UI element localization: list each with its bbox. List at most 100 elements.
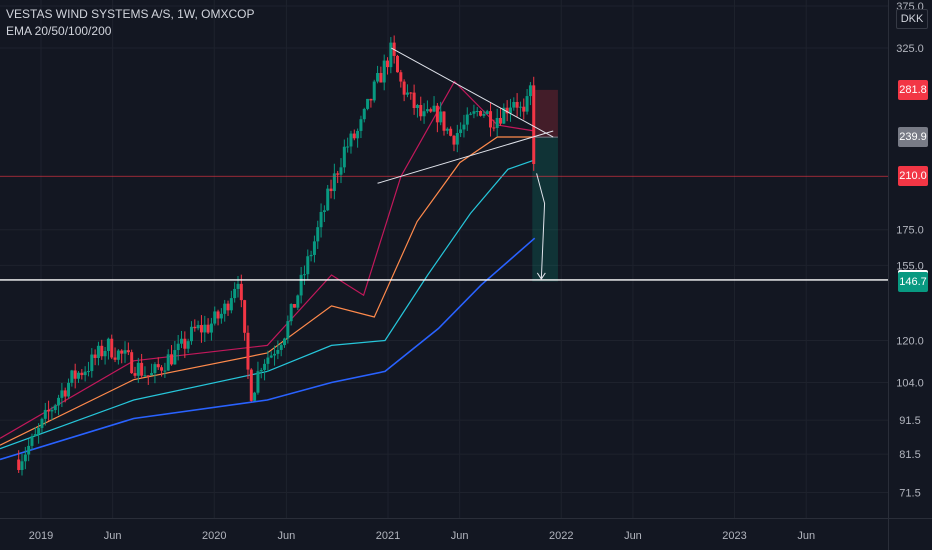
candle-body xyxy=(492,127,496,129)
candle-body xyxy=(23,454,27,462)
candle-body xyxy=(199,325,203,333)
ema-line-ema100 xyxy=(0,159,535,450)
candle-body xyxy=(143,375,147,377)
candle-body xyxy=(67,382,71,397)
currency-label[interactable]: DKK xyxy=(896,9,928,29)
y-tick-label: 81.5 xyxy=(899,449,920,461)
candle-body xyxy=(359,119,363,131)
ema-lines xyxy=(0,80,536,461)
candle-body xyxy=(80,372,84,376)
candle-body xyxy=(17,459,21,470)
candle-body xyxy=(239,283,243,301)
candle-body xyxy=(429,109,433,112)
x-tick-label: 2022 xyxy=(549,530,573,542)
candle-body xyxy=(259,369,263,372)
candle-body xyxy=(419,104,423,117)
x-axis-ticks: 2019 Jun 2020 Jun 2021 Jun 2022 Jun 2023 Jun xyxy=(29,530,815,542)
candle-body xyxy=(379,72,383,83)
candle-body xyxy=(432,105,436,112)
candle-body xyxy=(256,371,260,393)
candle-body xyxy=(193,326,197,329)
candle-body xyxy=(209,323,213,333)
candle-body xyxy=(319,211,323,228)
candle-body xyxy=(329,188,333,192)
candle-body xyxy=(312,241,316,255)
candle-body xyxy=(389,42,393,68)
candle-body xyxy=(399,72,403,82)
candle-body xyxy=(160,367,164,371)
candle-body xyxy=(77,372,81,379)
candle-body xyxy=(263,363,267,370)
candle-body xyxy=(352,133,356,139)
candle-body xyxy=(339,167,343,175)
candle-body xyxy=(522,106,526,112)
symbol-title: VESTAS WIND SYSTEMS A/S, 1W, OMXCOP xyxy=(6,7,255,21)
candle-body xyxy=(525,96,529,112)
candle-body xyxy=(219,313,223,319)
candle-body xyxy=(223,303,227,314)
trendline-1 xyxy=(391,47,554,138)
candle-body xyxy=(57,397,61,406)
x-tick-label: Jun xyxy=(451,530,469,542)
candle-body xyxy=(123,350,127,354)
candle-body xyxy=(63,390,67,397)
arrow-head-icon xyxy=(536,272,546,280)
projection-arrow xyxy=(536,173,546,279)
price-label-239.9: 239.9 xyxy=(898,127,928,148)
candle-body xyxy=(269,355,273,358)
candle-body xyxy=(395,55,399,73)
candle-body xyxy=(50,410,54,412)
x-tick-label: Jun xyxy=(278,530,296,542)
candle-body xyxy=(126,350,130,353)
y-tick-label: 71.5 xyxy=(899,488,920,500)
candle-body xyxy=(472,111,476,114)
y-axis-ticks: 375.0325.0175.0155.0120.0104.091.581.571… xyxy=(896,1,924,500)
candle-body xyxy=(83,371,87,376)
x-tick-label: 2023 xyxy=(722,530,746,542)
candle-body xyxy=(469,113,473,115)
candle-body xyxy=(302,274,306,276)
candle-body xyxy=(43,409,47,419)
candle-body xyxy=(342,146,346,168)
candle-body xyxy=(253,392,257,401)
candle-body xyxy=(73,370,77,379)
candle-body xyxy=(518,106,522,108)
candle-body xyxy=(273,353,277,356)
candle-body xyxy=(479,110,483,116)
candle-body xyxy=(113,357,117,360)
price-label-146.7: 146.7 xyxy=(898,271,928,292)
candle-body xyxy=(482,113,486,116)
candle-body xyxy=(528,85,532,97)
candle-body xyxy=(40,418,44,428)
candle-body xyxy=(156,364,160,368)
candle-body xyxy=(37,427,41,435)
x-tick-label: Jun xyxy=(624,530,642,542)
candle-body xyxy=(369,98,373,101)
candle-body xyxy=(93,354,97,358)
y-tick-label: 155.0 xyxy=(896,260,924,272)
candle-body xyxy=(372,81,376,101)
candle-body xyxy=(459,129,463,134)
x-tick-label: 2019 xyxy=(29,530,53,542)
candle-body xyxy=(153,364,157,374)
price-label-281.8: 281.8 xyxy=(898,79,928,100)
candle-body xyxy=(286,321,290,339)
candle-body xyxy=(512,102,516,108)
candle-body xyxy=(382,60,386,83)
candle-body xyxy=(495,117,499,129)
candle-body xyxy=(502,107,506,124)
candle-body xyxy=(110,338,114,358)
candle-body xyxy=(243,300,247,333)
candle-body xyxy=(276,349,280,354)
candle-body xyxy=(452,135,456,145)
candle-body xyxy=(170,354,174,365)
candle-body xyxy=(180,338,184,344)
candle-body xyxy=(213,311,217,324)
candle-body xyxy=(445,128,449,131)
candle-body xyxy=(362,108,366,120)
candle-body xyxy=(489,111,493,128)
candle-body xyxy=(20,461,24,470)
indicator-title: EMA 20/50/100/200 xyxy=(6,24,112,38)
